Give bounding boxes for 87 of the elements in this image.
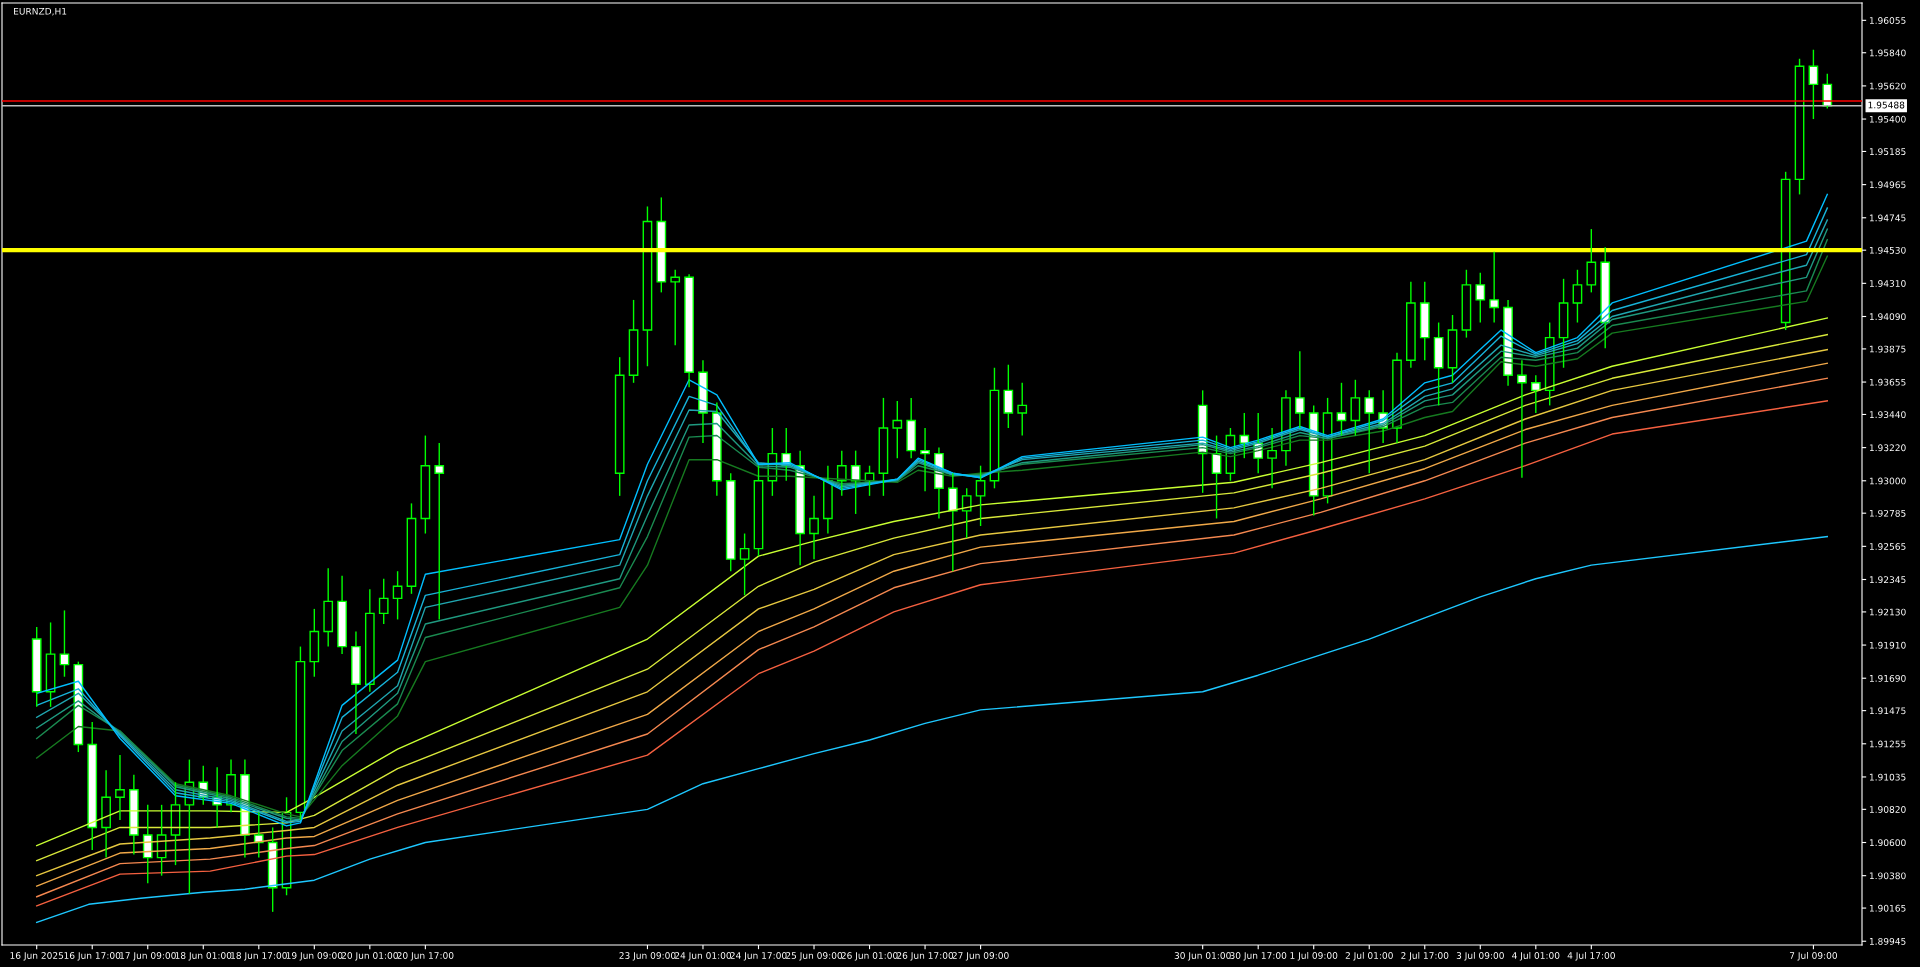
- candlestick: [142, 804, 153, 884]
- y-tick-label: 1.93440: [1869, 411, 1906, 419]
- candlestick: [614, 356, 625, 497]
- x-tick-label: 27 Jun 09:00: [952, 952, 1009, 961]
- candlestick: [795, 449, 805, 566]
- x-tick-label: 26 Jun 01:00: [841, 952, 898, 961]
- y-tick-label: 1.91475: [1869, 707, 1906, 715]
- candlestick: [892, 400, 903, 459]
- candlestick: [1406, 281, 1416, 369]
- x-tick-label: 4 Jul 01:00: [1512, 951, 1560, 961]
- x-tick-label: 4 Jul 17:00: [1567, 951, 1615, 961]
- x-tick-label: 1 Jul 09:00: [1290, 951, 1338, 961]
- x-tick-label: 18 Jun 01:00: [175, 952, 232, 961]
- line-series: [36, 535, 1828, 924]
- y-tick-label: 1.94310: [1869, 280, 1906, 287]
- y-tick-label: 1.95620: [1869, 82, 1906, 90]
- candlestick: [1530, 374, 1541, 414]
- candlestick: [1489, 250, 1500, 324]
- y-tick-label: 1.94090: [1869, 313, 1906, 321]
- x-tick-label: 25 Jun 09:00: [786, 952, 843, 961]
- x-tick-label: 19 Jun 09:00: [286, 952, 343, 961]
- y-tick-label: 1.93220: [1869, 444, 1906, 452]
- y-tick-label: 1.95185: [1869, 148, 1906, 156]
- chart-title: EURNZD,H1: [14, 7, 67, 16]
- candlestick: [87, 721, 98, 851]
- y-tick-label: 1.92565: [1869, 543, 1906, 550]
- y-tick-label: 1.91035: [1869, 773, 1906, 781]
- candlestick: [1017, 382, 1028, 437]
- candlestick: [698, 359, 708, 444]
- candlestick: [906, 397, 917, 459]
- y-tick-label: 1.92345: [1869, 576, 1906, 584]
- candlestick: [101, 769, 111, 859]
- candlestick: [1419, 281, 1430, 361]
- candlestick: [129, 773, 139, 856]
- candlestick: [920, 427, 930, 493]
- y-tick-label: 1.91255: [1869, 740, 1906, 748]
- y-tick-label: 1.94745: [1869, 214, 1906, 222]
- x-tick-label: 3 Jul 09:00: [1456, 951, 1504, 961]
- candlestick: [364, 588, 375, 693]
- candlestick: [434, 442, 445, 621]
- y-tick-label: 1.91690: [1869, 674, 1906, 682]
- candlestick: [684, 273, 694, 389]
- candlestick: [337, 575, 347, 655]
- y-tick-label: 1.90600: [1869, 839, 1906, 847]
- x-tick-label: 23 Jun 09:00: [619, 952, 676, 961]
- y-tick-label: 1.93875: [1869, 345, 1906, 353]
- candlestick: [115, 754, 125, 821]
- x-tick-label: 24 Jun 01:00: [674, 952, 732, 961]
- x-tick-label: 18 Jun 17:00: [231, 952, 287, 961]
- x-tick-label: 26 Jun 17:00: [897, 952, 954, 961]
- y-tick-label: 1.95840: [1869, 49, 1906, 57]
- y-tick-label: 1.89945: [1869, 937, 1906, 945]
- candlestick: [1294, 350, 1305, 429]
- x-tick-label: 17 Jun 09:00: [120, 952, 176, 961]
- x-tick-label: 20 Jun 01:00: [341, 952, 398, 961]
- ref-line-label: 1.95488: [1868, 101, 1905, 109]
- x-tick-label: 16 Jun 2025: [10, 952, 64, 961]
- y-tick-label: 1.90380: [1869, 872, 1906, 880]
- y-tick-label: 1.93000: [1869, 477, 1906, 485]
- y-tick-label: 1.92130: [1869, 608, 1906, 616]
- x-tick-label: 30 Jun 17:00: [1230, 952, 1287, 961]
- y-tick-label: 1.96055: [1869, 17, 1906, 24]
- y-tick-label: 1.95400: [1869, 115, 1906, 123]
- y-tick-label: 1.93655: [1869, 378, 1906, 386]
- candlestick: [947, 472, 958, 572]
- y-tick-label: 1.92785: [1869, 509, 1906, 517]
- x-tick-label: 16 Jun 17:00: [64, 952, 121, 961]
- x-tick-label: 20 Jun 17:00: [397, 952, 454, 961]
- x-tick-label: 2 Jul 17:00: [1401, 951, 1449, 961]
- candlestick: [823, 465, 833, 535]
- candlestick: [878, 397, 889, 497]
- y-tick-label: 1.91910: [1869, 641, 1906, 649]
- x-tick-label: 30 Jun 01:00: [1174, 952, 1231, 961]
- y-tick-label: 1.90165: [1869, 904, 1906, 912]
- candlestick: [1517, 359, 1527, 479]
- candlestick: [711, 401, 722, 497]
- y-tick-label: 1.94965: [1869, 181, 1906, 189]
- x-tick-label: 7 Jul 09:00: [1789, 951, 1838, 961]
- candlestick: [809, 495, 819, 560]
- y-tick-label: 1.90820: [1869, 806, 1906, 813]
- y-tick-label: 1.94530: [1869, 246, 1906, 254]
- x-tick-label: 24 Jun 17:00: [730, 952, 787, 961]
- candlestick: [351, 630, 361, 735]
- x-tick-label: 2 Jul 01:00: [1345, 951, 1393, 961]
- candlestick: [1267, 427, 1277, 490]
- candlestick: [323, 567, 334, 648]
- candlestick: [1558, 278, 1569, 369]
